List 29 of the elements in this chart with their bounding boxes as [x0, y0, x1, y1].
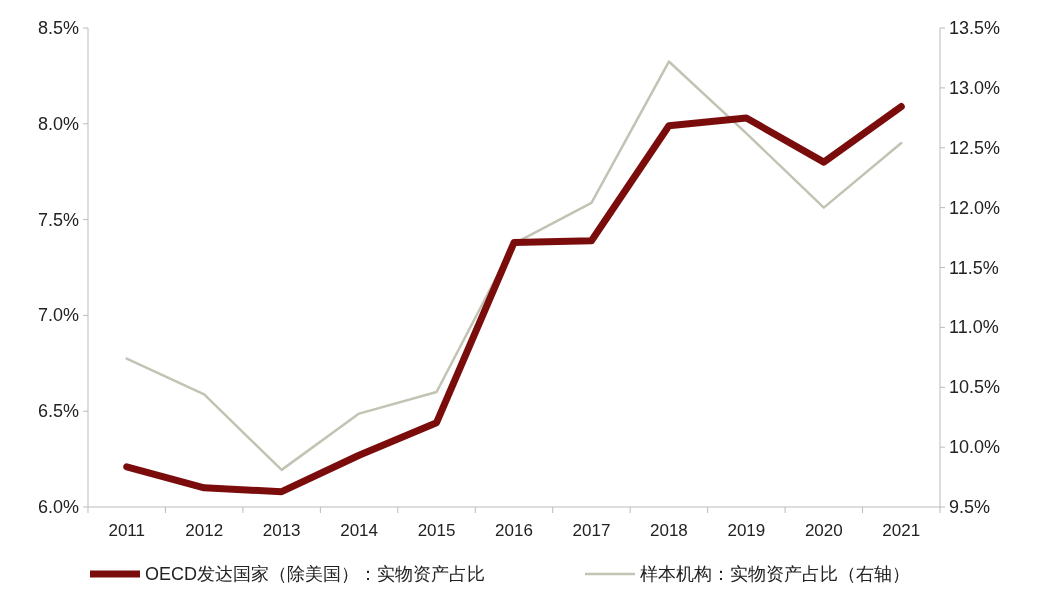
x-tick-label: 2015: [417, 521, 456, 540]
y-tick-label: 6.5%: [37, 401, 79, 422]
x-tick-label: 2017: [572, 521, 611, 540]
y-tick-label: 7.0%: [37, 305, 79, 326]
x-tick-label: 2021: [882, 521, 921, 540]
y-tick-label: 7.5%: [37, 209, 79, 230]
y2-tick-label: 10.0%: [949, 437, 1001, 458]
x-tick-label: 2014: [340, 521, 378, 540]
y2-tick-label: 12.5%: [949, 137, 1001, 158]
y-tick-label: 6.0%: [37, 497, 79, 517]
y2-tick-label: 9.5%: [949, 497, 991, 517]
y2-tick-label: 13.0%: [949, 77, 1001, 98]
y2-tick-label: 13.5%: [949, 18, 1001, 38]
y-tick-label: 8.5%: [37, 18, 79, 38]
legend-label: 样本机构：实物资产占比（右轴）: [640, 564, 910, 584]
y2-tick-label: 11.0%: [949, 317, 999, 338]
y2-tick-label: 10.5%: [949, 377, 1001, 398]
x-tick-label: 2012: [185, 521, 224, 540]
line-series: [125, 60, 903, 472]
x-tick-label: 2018: [650, 521, 688, 540]
x-tick-label: 2011: [108, 521, 146, 540]
x-tick-label: 2020: [804, 521, 843, 540]
x-tick-label: 2019: [727, 521, 766, 540]
x-tick-label: 2013: [262, 521, 301, 540]
y-tick-label: 8.0%: [37, 113, 79, 134]
y2-tick-label: 12.0%: [949, 197, 1001, 218]
y2-tick-label: 11.5%: [949, 257, 999, 278]
x-tick-label: 2016: [495, 521, 533, 540]
legend-label: OECD发达国家（除美国）：实物资产占比: [145, 564, 486, 584]
